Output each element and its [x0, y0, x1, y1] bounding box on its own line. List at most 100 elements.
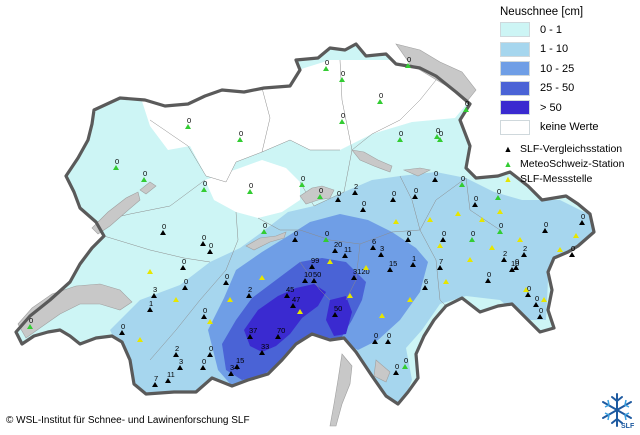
- station-marker: [247, 334, 253, 339]
- station-marker: [185, 124, 191, 129]
- station-marker: [405, 63, 411, 68]
- station-value-label: 0: [341, 111, 345, 120]
- station-value-label: 0: [407, 55, 411, 64]
- station-marker: [440, 237, 446, 242]
- slf-messstelle-marker: [557, 247, 563, 252]
- station-marker: [180, 265, 186, 270]
- legend-class-3: 25 - 50: [500, 79, 636, 99]
- station-value-label: 0: [515, 257, 519, 266]
- slf-messstelle-marker: [173, 297, 179, 302]
- station-value-label: 0: [325, 58, 329, 67]
- station-value-label: 2: [248, 285, 252, 294]
- station-value-label: 3: [380, 244, 384, 253]
- legend-label: keine Werte: [540, 121, 599, 134]
- lake-walensee: [402, 167, 431, 177]
- station-marker: [372, 339, 378, 344]
- station-value-label: 0: [465, 99, 469, 108]
- station-value-label: 0: [341, 69, 345, 78]
- station-marker: [397, 137, 403, 142]
- legend-label: 1 - 10: [540, 43, 569, 56]
- lake-biel: [139, 181, 157, 195]
- slf-snowflake-logo-icon: [602, 393, 632, 427]
- legend-station-2: ▲ SLF-Messstelle: [500, 171, 636, 186]
- station-value-label: 0: [249, 181, 253, 190]
- station-value-label: 0: [337, 189, 341, 198]
- station-marker: [513, 265, 519, 270]
- station-marker: [311, 278, 317, 283]
- station-value-label: 0: [439, 129, 443, 138]
- station-value-label: 0: [461, 174, 465, 183]
- station-marker: [342, 253, 348, 258]
- station-marker: [323, 66, 329, 71]
- slf-messstelle-marker: [363, 265, 369, 270]
- station-value-label: 2: [175, 344, 179, 353]
- station-marker: [351, 275, 357, 280]
- slf-messstelle-marker: [437, 243, 443, 248]
- station-value-label: 0: [301, 174, 305, 183]
- station-value-label: 0: [442, 229, 446, 238]
- station-value-label: 47: [292, 295, 300, 304]
- station-value-label: 3: [153, 285, 157, 294]
- slf-messstelle-marker: [147, 269, 153, 274]
- slf-messstelle-marker: [393, 219, 399, 224]
- slf-messstelle-marker: [541, 297, 547, 302]
- lake-constance: [395, 43, 477, 101]
- station-marker: [463, 107, 469, 112]
- station-value-label: 0: [162, 222, 166, 231]
- station-marker: [332, 248, 338, 253]
- station-value-label: 2: [523, 244, 527, 253]
- station-value-label: 0: [471, 229, 475, 238]
- station-value-label: 0: [202, 357, 206, 366]
- station-marker: [152, 382, 158, 387]
- station-value-label: 45: [286, 285, 294, 294]
- station-value-label: 50: [334, 304, 342, 313]
- station-value-label: 0: [499, 221, 503, 230]
- copyright-text: © WSL-Institut für Schnee- und Lawinenfo…: [6, 415, 250, 426]
- station-value-label: 0: [294, 229, 298, 238]
- station-marker: [437, 265, 443, 270]
- station-value-label: 7: [439, 257, 443, 266]
- station-value-label: 0: [527, 284, 531, 293]
- station-marker: [521, 252, 527, 257]
- slf-messstelle-marker: [207, 319, 213, 324]
- station-marker: [472, 202, 478, 207]
- legend-station-label: MeteoSchweiz-Station: [520, 157, 625, 170]
- station-marker: [147, 307, 153, 312]
- lake-lucerne: [299, 185, 335, 205]
- station-marker: [533, 302, 539, 307]
- station-marker: [437, 137, 443, 142]
- station-marker: [177, 365, 183, 370]
- station-marker: [412, 194, 418, 199]
- station-value-label: 0: [203, 179, 207, 188]
- station-value-label: 0: [571, 244, 575, 253]
- lake-zurich: [351, 149, 393, 173]
- station-marker: [119, 330, 125, 335]
- station-marker: [360, 207, 366, 212]
- legend-station-label: SLF-Messstelle: [520, 172, 593, 185]
- station-marker: [542, 228, 548, 233]
- slf-messstelle-marker: [407, 297, 413, 302]
- legend-label: 0 - 1: [540, 23, 563, 36]
- station-marker: [352, 190, 358, 195]
- station-value-label: 0: [121, 322, 125, 331]
- station-value-label: 1: [412, 254, 416, 263]
- black-triangle-icon: ▲: [503, 143, 513, 154]
- station-marker: [378, 252, 384, 257]
- station-value-label: 37: [249, 326, 257, 335]
- station-value-label: 0: [407, 229, 411, 238]
- station-value-label: 0: [535, 294, 539, 303]
- slf-messstelle-marker: [489, 245, 495, 250]
- station-value-label: 6: [372, 237, 376, 246]
- station-value-label: 0: [436, 126, 440, 135]
- station-marker: [459, 182, 465, 187]
- station-marker: [292, 237, 298, 242]
- station-marker: [332, 312, 338, 317]
- lake-maggiore: [329, 353, 353, 427]
- station-value-label: 6: [424, 277, 428, 286]
- station-marker: [317, 194, 323, 199]
- legend: Neuschnee [cm] 0 - 1 1 - 10 10 - 25 25 -…: [500, 6, 636, 186]
- station-value-label: 0: [362, 199, 366, 208]
- station-marker: [284, 293, 290, 298]
